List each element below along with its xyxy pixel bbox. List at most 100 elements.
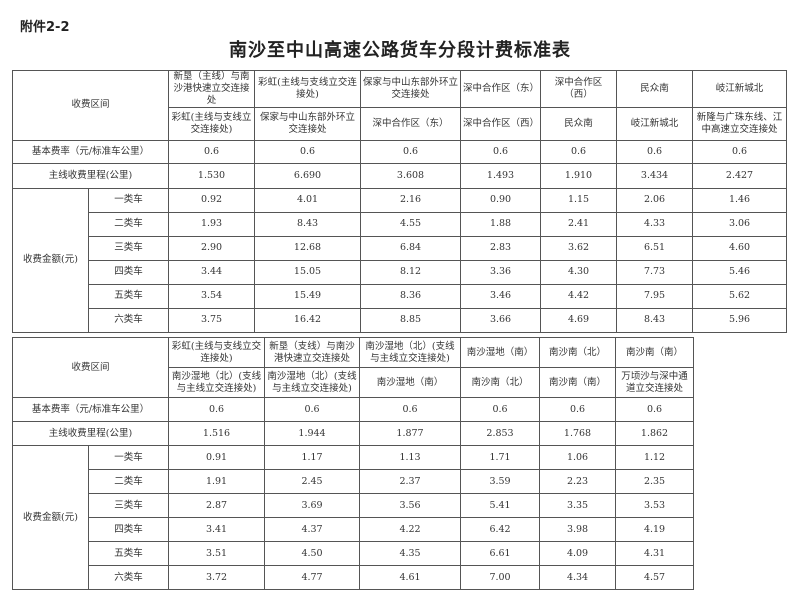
section-header: 收费区间 [11,337,170,398]
amount-value: 3.59 [460,469,541,494]
amount-value: 4.35 [359,541,462,566]
amount-value: 4.55 [360,211,462,237]
amount-value: 8.43 [254,211,362,237]
amount-row: 五类车 3.54 15.49 8.36 3.46 4.42 7.95 5.62 [13,283,788,309]
section-start: 新垦（主线）与南沙港快速立交连接处 [168,70,256,108]
amount-value: 5.62 [692,283,788,309]
section-start: 民众南 [616,70,694,108]
toll-table-2: 收费区间 彩虹(主线与支线立交连接处) 新垦（支线）与南沙港快速立交连接处 南沙湿地（… [11,337,695,590]
amount-value: 4.01 [254,187,362,213]
amount-row: 五类车 3.51 4.50 4.35 6.61 4.09 4.31 [13,541,695,566]
amount-row: 六类车 3.75 16.42 8.85 3.66 4.69 8.43 5.96 [13,307,788,333]
amount-value: 4.50 [264,541,361,566]
rate-row: 基本费率（元/标准车公里） 0.6 0.6 0.6 0.6 0.6 0.6 0.6 [11,139,788,164]
amount-value: 4.57 [615,565,695,590]
amount-row: 四类车 3.41 4.37 4.22 6.42 3.98 4.19 [13,517,695,542]
amount-value: 3.44 [168,259,256,285]
rate-label: 基本费率（元/标准车公里） [11,139,170,164]
section-end: 彩虹(主线与支线立交连接处) [168,106,256,141]
header-row-from: 收费区间 彩虹(主线与支线立交连接处) 新垦（支线）与南沙港快速立交连接处 南沙湿地（… [11,337,695,398]
amount-value: 1.91 [168,469,266,494]
amount-value: 3.56 [359,493,462,518]
mileage-label: 主线收费里程(公里) [11,421,170,446]
section-header: 收费区间 [11,70,170,141]
vehicle-class: 六类车 [87,307,170,333]
amount-row: 二类车 1.93 8.43 4.55 1.88 2.41 4.33 3.06 [13,211,788,237]
amount-value: 7.95 [616,283,694,309]
vehicle-class: 一类车 [87,445,170,470]
amount-value: 3.41 [168,517,266,542]
amount-value: 4.37 [264,517,361,542]
amount-value: 4.22 [359,517,462,542]
amount-value: 3.46 [460,283,542,309]
section-start: 深中合作区（东） [460,70,542,108]
amount-value: 15.05 [254,259,362,285]
amount-value: 2.23 [539,469,617,494]
rate-value: 0.6 [254,139,362,164]
amount-value: 15.49 [254,283,362,309]
mileage-value: 1.768 [539,421,617,446]
amount-value: 3.69 [264,493,361,518]
vehicle-class: 三类车 [87,493,170,518]
amount-value: 3.66 [460,307,542,333]
section-start: 彩虹(主线与支线立交连接处) [254,70,362,108]
mileage-value: 2.427 [692,162,788,189]
vehicle-class: 一类车 [87,187,170,213]
section-start: 南沙南（南） [615,337,695,368]
mileage-value: 1.877 [359,421,462,446]
amount-row: 三类车 2.90 12.68 6.84 2.83 3.62 6.51 4.60 [13,235,788,261]
amount-value: 4.30 [540,259,618,285]
rate-value: 0.6 [359,397,462,422]
amount-value: 7.73 [616,259,694,285]
vehicle-class: 五类车 [87,541,170,566]
section-start: 南沙湿地（南） [460,337,541,368]
amount-value: 2.45 [264,469,361,494]
amount-value: 4.34 [539,565,617,590]
amount-value: 6.61 [460,541,541,566]
rate-value: 0.6 [460,139,542,164]
mileage-value: 1.910 [540,162,618,189]
amount-value: 12.68 [254,235,362,261]
amount-value: 4.60 [692,235,788,261]
section-start: 深中合作区（西） [540,70,618,108]
rate-row: 基本费率（元/标准车公里） 0.6 0.6 0.6 0.6 0.6 0.6 [11,397,695,422]
amount-value: 2.83 [460,235,542,261]
amount-value: 1.93 [168,211,256,237]
section-end: 万顷沙与深中通道立交连接处 [615,367,695,398]
amount-value: 2.87 [168,493,266,518]
rate-value: 0.6 [168,397,266,422]
amount-value: 0.90 [460,187,542,213]
mileage-label: 主线收费里程(公里) [11,162,170,189]
amount-value: 3.54 [168,283,256,309]
amount-value: 0.91 [168,445,266,470]
amount-value: 1.12 [615,445,695,470]
amount-value: 4.77 [264,565,361,590]
section-end: 新隆与广珠东线、江中高速立交连接处 [692,106,788,141]
vehicle-class: 二类车 [87,469,170,494]
section-end: 岐江新城北 [616,106,694,141]
section-start: 南沙湿地（北）(支线与主线立交连接处) [359,337,462,368]
amount-value: 4.09 [539,541,617,566]
rate-value: 0.6 [539,397,617,422]
section-end: 保家与中山东部外环立交连接处 [254,106,362,141]
amount-value: 4.42 [540,283,618,309]
amount-value: 4.69 [540,307,618,333]
amount-value: 2.06 [616,187,694,213]
mileage-value: 3.608 [360,162,462,189]
section-end: 深中合作区（西） [460,106,542,141]
mileage-value: 1.493 [460,162,542,189]
amount-value: 1.88 [460,211,542,237]
header-row-to: 南沙湿地（北）(支线与主线立交连接处) 南沙湿地（北）(支线与主线立交连接处) 南沙… [13,367,695,398]
vehicle-class: 六类车 [87,565,170,590]
section-end: 南沙南（北） [460,367,541,398]
header-row-from: 收费区间 新垦（主线）与南沙港快速立交连接处 彩虹(主线与支线立交连接处) 保家与中山… [11,70,788,141]
amount-value: 4.31 [615,541,695,566]
amount-value: 1.17 [264,445,361,470]
section-start: 南沙南（北） [539,337,617,368]
amount-value: 3.35 [539,493,617,518]
vehicle-class: 四类车 [87,517,170,542]
amount-value: 2.35 [615,469,695,494]
amount-value: 1.13 [359,445,462,470]
mileage-row: 主线收费里程(公里) 1.516 1.944 1.877 2.853 1.768 1.862 [11,421,695,446]
amount-label: 收费金额(元) [12,187,89,333]
